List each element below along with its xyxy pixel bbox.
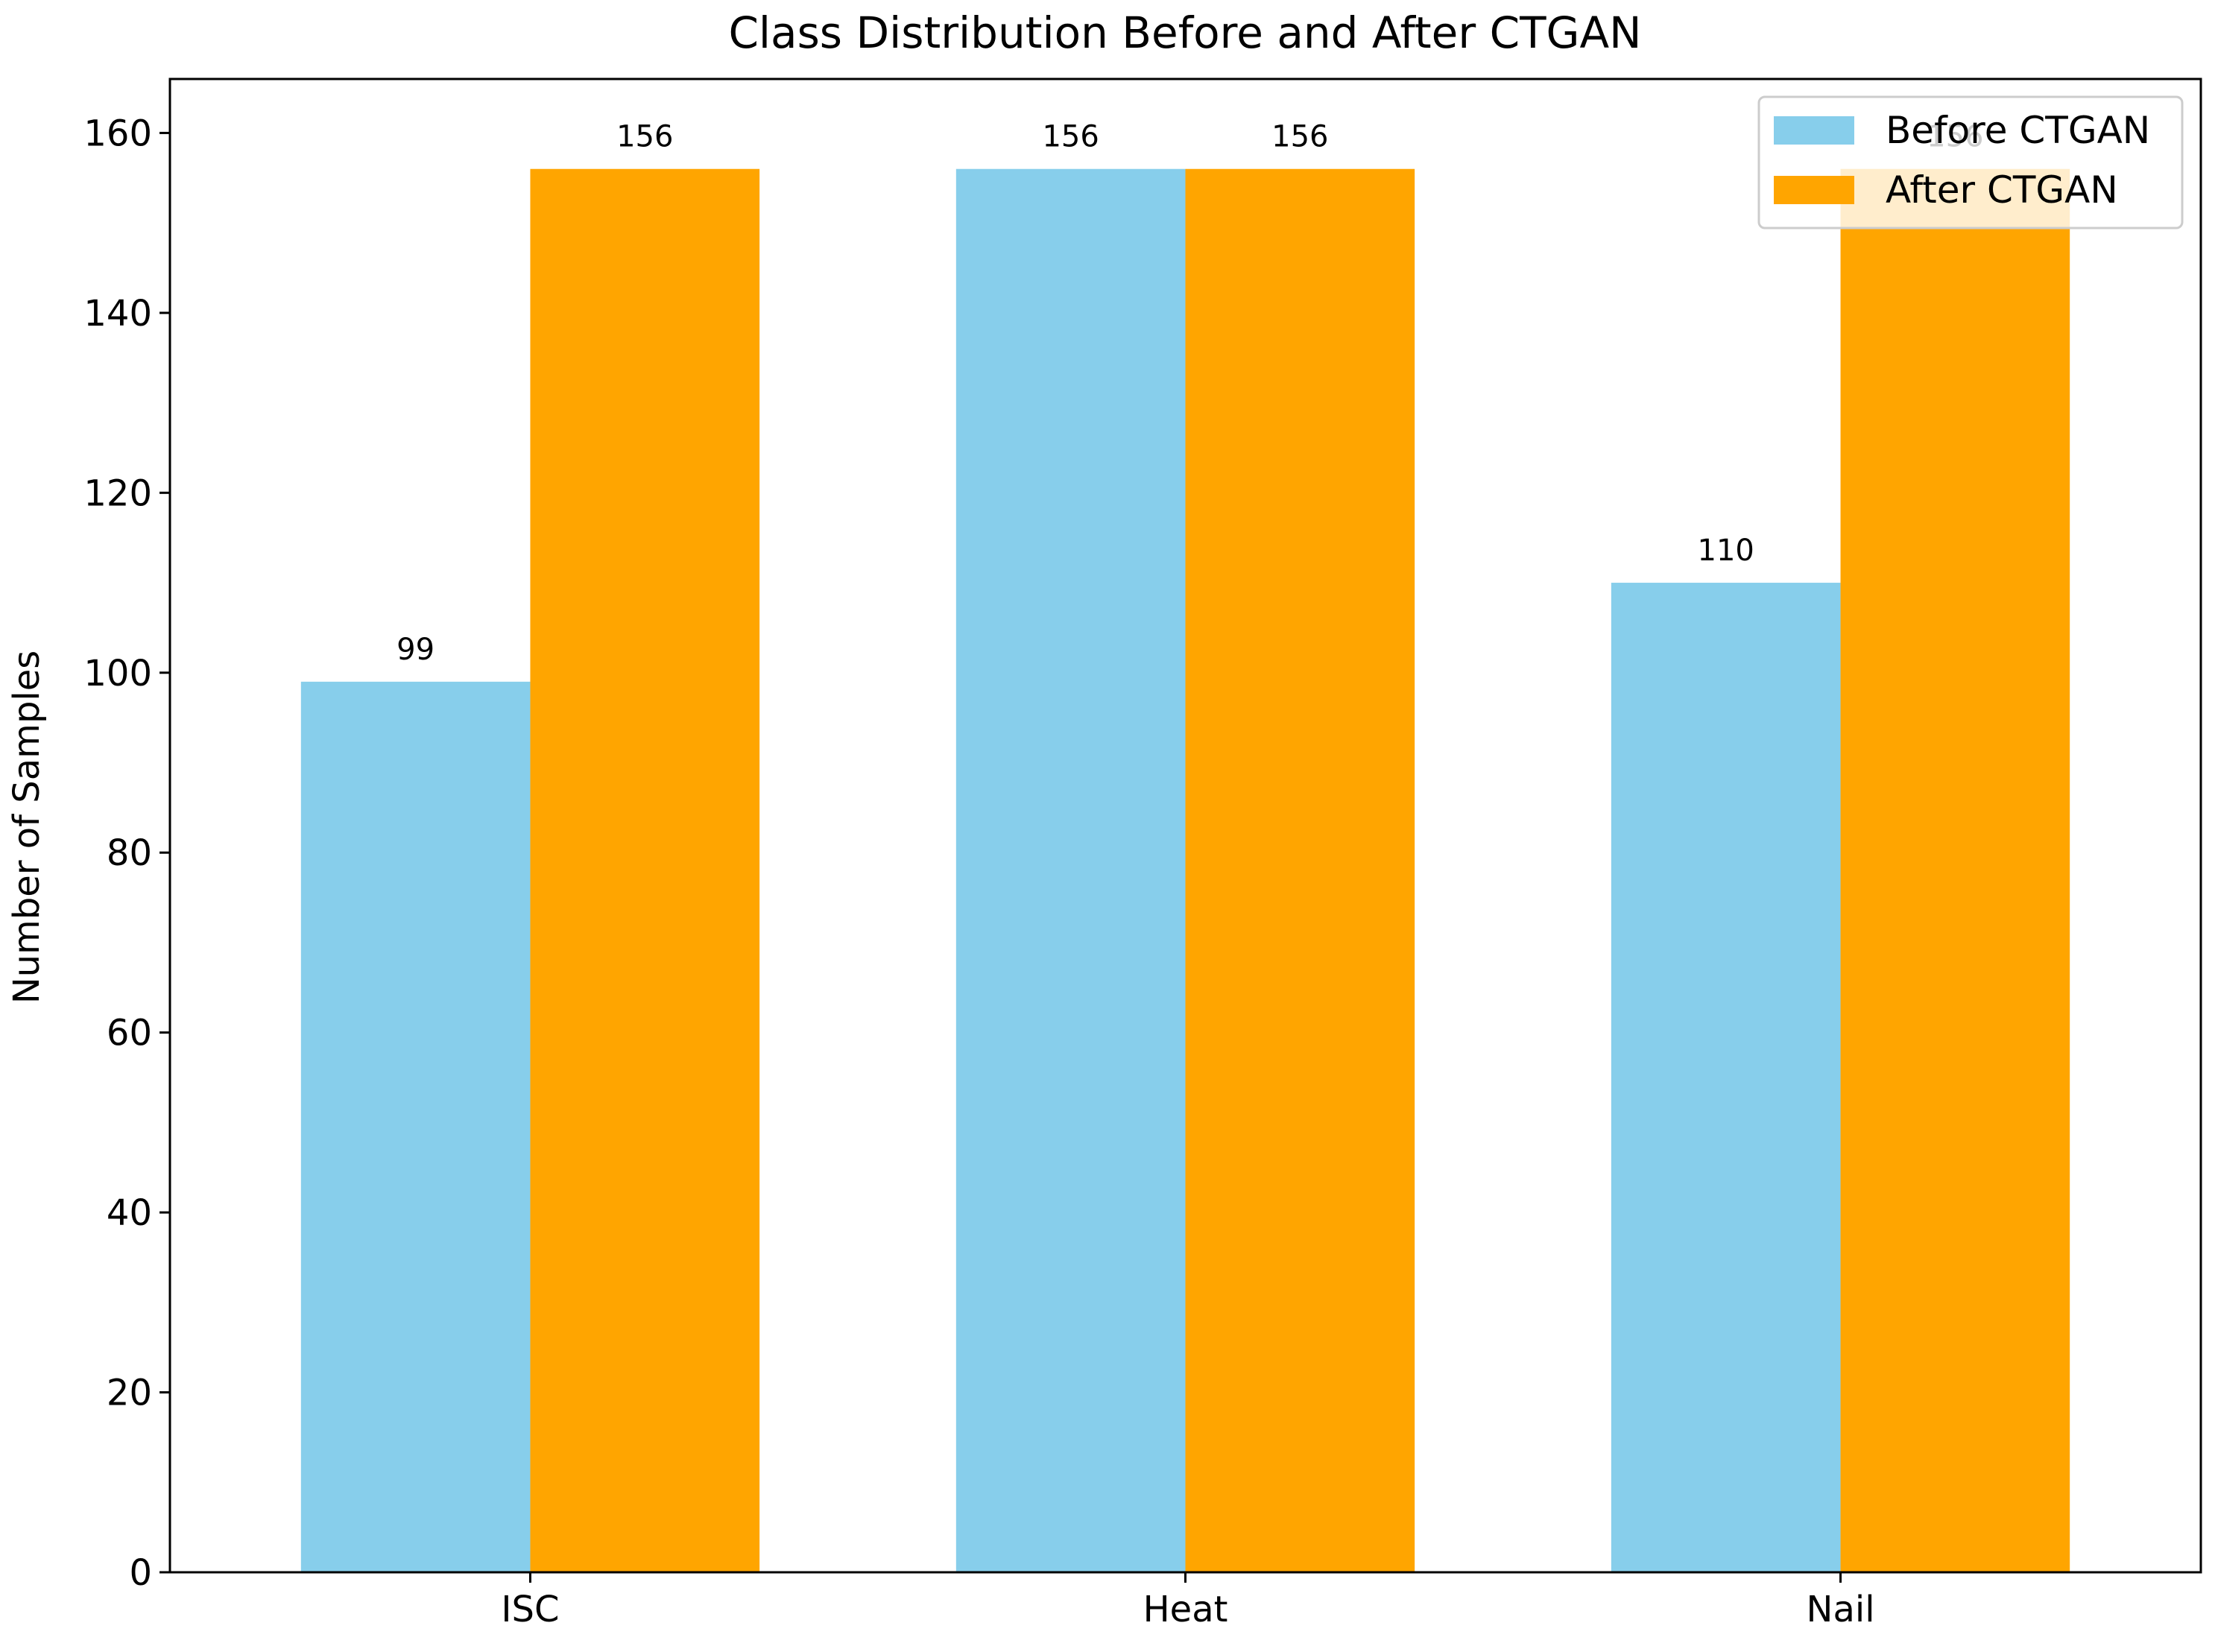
bar-before-ctgan-isc [300,681,531,1572]
y-tick-label: 0 [129,1552,152,1594]
data-label: 110 [1698,534,1754,568]
data-label: 156 [616,120,673,154]
legend-swatch [1774,176,1854,204]
bar-after-ctgan-isc [530,168,760,1572]
legend-label: Before CTGAN [1886,109,2150,152]
x-tick-label: ISC [501,1589,559,1630]
y-tick-label: 140 [83,293,152,335]
x-tick-label: Heat [1143,1589,1228,1630]
y-tick-label: 60 [107,1013,152,1054]
y-tick-label: 160 [83,113,152,154]
y-tick-label: 20 [107,1373,152,1414]
data-label: 99 [396,633,435,667]
data-label: 156 [1271,120,1328,154]
data-label: 156 [1042,120,1099,154]
y-axis-label: Number of Samples [6,651,48,1004]
bar-before-ctgan-nail [1611,583,1841,1572]
legend-box [1757,95,2184,230]
y-tick-label: 40 [107,1192,152,1234]
bar-before-ctgan-heat [955,168,1186,1572]
bars-layer [300,168,2070,1572]
axes-layer: 0 20 40 60 80 100 120 140 160 ISC Heat Nail [83,77,2202,1630]
bar-after-ctgan-nail [1840,168,2070,1572]
x-tick-label: Nail [1807,1589,1875,1630]
legend: Before CTGAN After CTGAN [1757,95,2184,230]
y-tick-label: 100 [83,653,152,694]
legend-swatch [1774,116,1854,145]
legend-label: After CTGAN [1886,168,2118,212]
chart-title: Class Distribution Before and After CTGA… [728,7,1641,58]
bar-after-ctgan-heat [1185,168,1415,1572]
y-tick-label: 120 [83,472,152,514]
y-tick-label: 80 [107,832,152,874]
